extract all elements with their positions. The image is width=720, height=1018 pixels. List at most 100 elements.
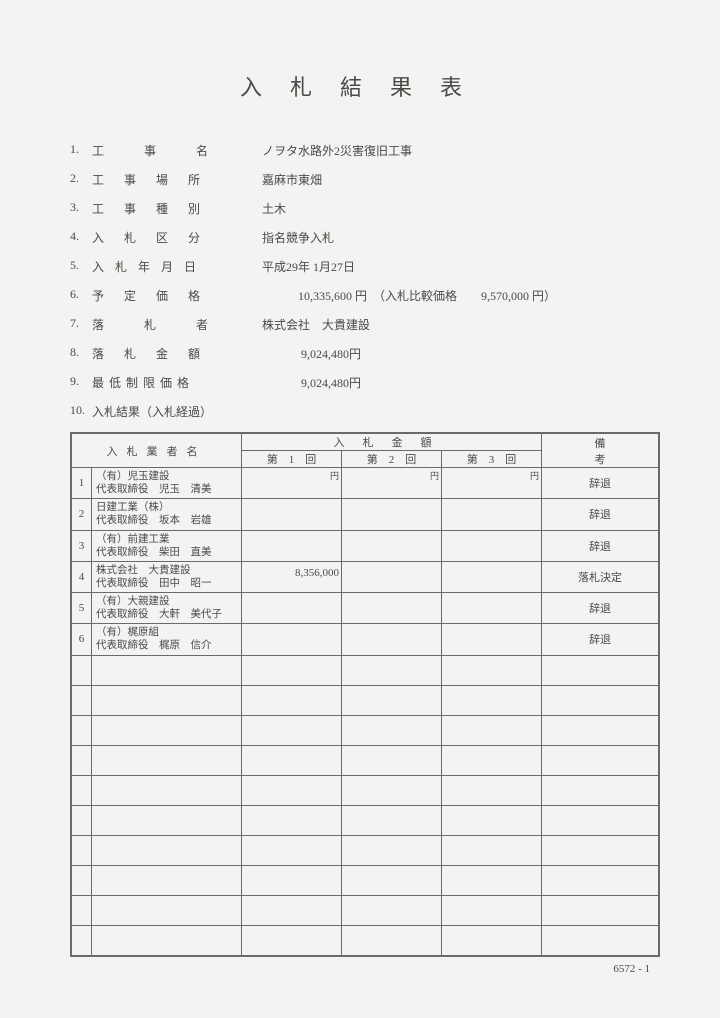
table-row bbox=[72, 775, 659, 805]
bid-amount-2 bbox=[342, 835, 442, 865]
table-row: 5（有）大親建設代表取締役 大軒 美代子辞退 bbox=[72, 593, 659, 624]
row-num bbox=[72, 925, 92, 955]
meta-value: 9,024,480円 bbox=[262, 374, 660, 391]
bid-amount-3 bbox=[442, 593, 542, 624]
document-title: 入札結果表 bbox=[70, 70, 660, 102]
row-note bbox=[542, 775, 659, 805]
meta-label: 最低制限価格 bbox=[92, 374, 262, 391]
bid-amount-2 bbox=[342, 745, 442, 775]
bid-amount-2 bbox=[342, 895, 442, 925]
meta-value: 平成29年 1月27日 bbox=[262, 258, 660, 275]
meta-num: 3. bbox=[70, 200, 92, 217]
meta-row: 8.落札金額 9,024,480円 bbox=[70, 345, 660, 362]
header-note: 備考 bbox=[542, 434, 659, 468]
meta-num: 4. bbox=[70, 229, 92, 246]
page-id: 6572 - 1 bbox=[70, 963, 660, 975]
meta-label: 工事名 bbox=[92, 142, 262, 159]
bid-amount-3 bbox=[442, 499, 542, 530]
meta-label: 工事種別 bbox=[92, 200, 262, 217]
row-note: 辞退 bbox=[542, 468, 659, 499]
meta-num: 2. bbox=[70, 171, 92, 188]
bid-amount-3 bbox=[442, 624, 542, 655]
yen-label: 円 bbox=[344, 469, 439, 482]
bidder-name: （有）児玉建設代表取締役 児玉 清美 bbox=[92, 468, 242, 499]
meta-label: 予定価格 bbox=[92, 287, 262, 304]
meta-value: 9,024,480円 bbox=[262, 345, 660, 362]
bid-amount-2 bbox=[342, 925, 442, 955]
bidder-name: （有）前建工業代表取締役 柴田 直美 bbox=[92, 530, 242, 561]
bid-amount-2 bbox=[342, 530, 442, 561]
meta-num: 9. bbox=[70, 374, 92, 391]
meta-label: 入札結果（入札経過） bbox=[92, 403, 262, 420]
meta-label: 入札年月日 bbox=[92, 258, 262, 275]
table-row: 4株式会社 大貴建設代表取締役 田中 昭一8,356,000落札決定 bbox=[72, 561, 659, 592]
bidder-name: 日建工業（株）代表取締役 坂本 岩雄 bbox=[92, 499, 242, 530]
bid-amount-1 bbox=[242, 624, 342, 655]
table-row bbox=[72, 655, 659, 685]
row-num bbox=[72, 895, 92, 925]
header-bidder-name: 入札業者名 bbox=[72, 434, 242, 468]
row-num bbox=[72, 775, 92, 805]
row-note bbox=[542, 925, 659, 955]
bid-amount-2 bbox=[342, 499, 442, 530]
bid-amount-3 bbox=[442, 805, 542, 835]
bid-amount-1 bbox=[242, 745, 342, 775]
bidder-name bbox=[92, 865, 242, 895]
bid-results-table-wrap: 入札業者名 入札金額 備考 第 1 回 第 2 回 第 3 回 1（有）児玉建設… bbox=[70, 432, 660, 957]
table-row bbox=[72, 685, 659, 715]
meta-value: 10,335,600 円 （入札比較価格 9,570,000 円） bbox=[262, 287, 660, 304]
bidder-name bbox=[92, 775, 242, 805]
row-num: 3 bbox=[72, 530, 92, 561]
page: 入札結果表 1.工事名ノヲタ水路外2災害復旧工事2.工事場所嘉麻市東畑3.工事種… bbox=[0, 0, 720, 1015]
row-num bbox=[72, 805, 92, 835]
bid-amount-3 bbox=[442, 865, 542, 895]
meta-num: 10. bbox=[70, 403, 92, 420]
row-note bbox=[542, 895, 659, 925]
table-row: 1（有）児玉建設代表取締役 児玉 清美円円円辞退 bbox=[72, 468, 659, 499]
row-num bbox=[72, 745, 92, 775]
bid-amount-1 bbox=[242, 775, 342, 805]
bidder-name bbox=[92, 805, 242, 835]
meta-block: 1.工事名ノヲタ水路外2災害復旧工事2.工事場所嘉麻市東畑3.工事種別土木4.入… bbox=[70, 142, 660, 420]
meta-num: 7. bbox=[70, 316, 92, 333]
meta-row: 7.落札者株式会社 大貴建設 bbox=[70, 316, 660, 333]
meta-label: 落札者 bbox=[92, 316, 262, 333]
row-num: 1 bbox=[72, 468, 92, 499]
bid-amount-3 bbox=[442, 561, 542, 592]
row-note: 辞退 bbox=[542, 593, 659, 624]
table-row bbox=[72, 835, 659, 865]
meta-label: 落札金額 bbox=[92, 345, 262, 362]
bidder-name: 株式会社 大貴建設代表取締役 田中 昭一 bbox=[92, 561, 242, 592]
table-row bbox=[72, 895, 659, 925]
bid-amount-3 bbox=[442, 835, 542, 865]
bidder-name bbox=[92, 655, 242, 685]
row-note bbox=[542, 805, 659, 835]
meta-label: 工事場所 bbox=[92, 171, 262, 188]
row-note bbox=[542, 865, 659, 895]
meta-num: 8. bbox=[70, 345, 92, 362]
bidder-name: （有）梶原組代表取締役 梶原 信介 bbox=[92, 624, 242, 655]
bid-amount-2 bbox=[342, 685, 442, 715]
bidder-name bbox=[92, 685, 242, 715]
bid-amount-2 bbox=[342, 624, 442, 655]
bid-amount-3 bbox=[442, 530, 542, 561]
meta-row: 4.入札区分指名競争入札 bbox=[70, 229, 660, 246]
row-num: 6 bbox=[72, 624, 92, 655]
row-note bbox=[542, 685, 659, 715]
row-num: 4 bbox=[72, 561, 92, 592]
bid-amount-3 bbox=[442, 925, 542, 955]
meta-value: 指名競争入札 bbox=[262, 229, 660, 246]
bidder-name bbox=[92, 745, 242, 775]
meta-value: 土木 bbox=[262, 200, 660, 217]
bid-amount-1 bbox=[242, 835, 342, 865]
meta-value: ノヲタ水路外2災害復旧工事 bbox=[262, 142, 660, 159]
header-bid-2: 第 2 回 bbox=[342, 451, 442, 468]
bid-amount-2 bbox=[342, 561, 442, 592]
table-row: 2日建工業（株）代表取締役 坂本 岩雄辞退 bbox=[72, 499, 659, 530]
table-row bbox=[72, 925, 659, 955]
bid-amount-1 bbox=[242, 805, 342, 835]
bid-amount-3: 円 bbox=[442, 468, 542, 499]
table-row bbox=[72, 715, 659, 745]
bidder-name bbox=[92, 835, 242, 865]
meta-row: 10.入札結果（入札経過） bbox=[70, 403, 660, 420]
